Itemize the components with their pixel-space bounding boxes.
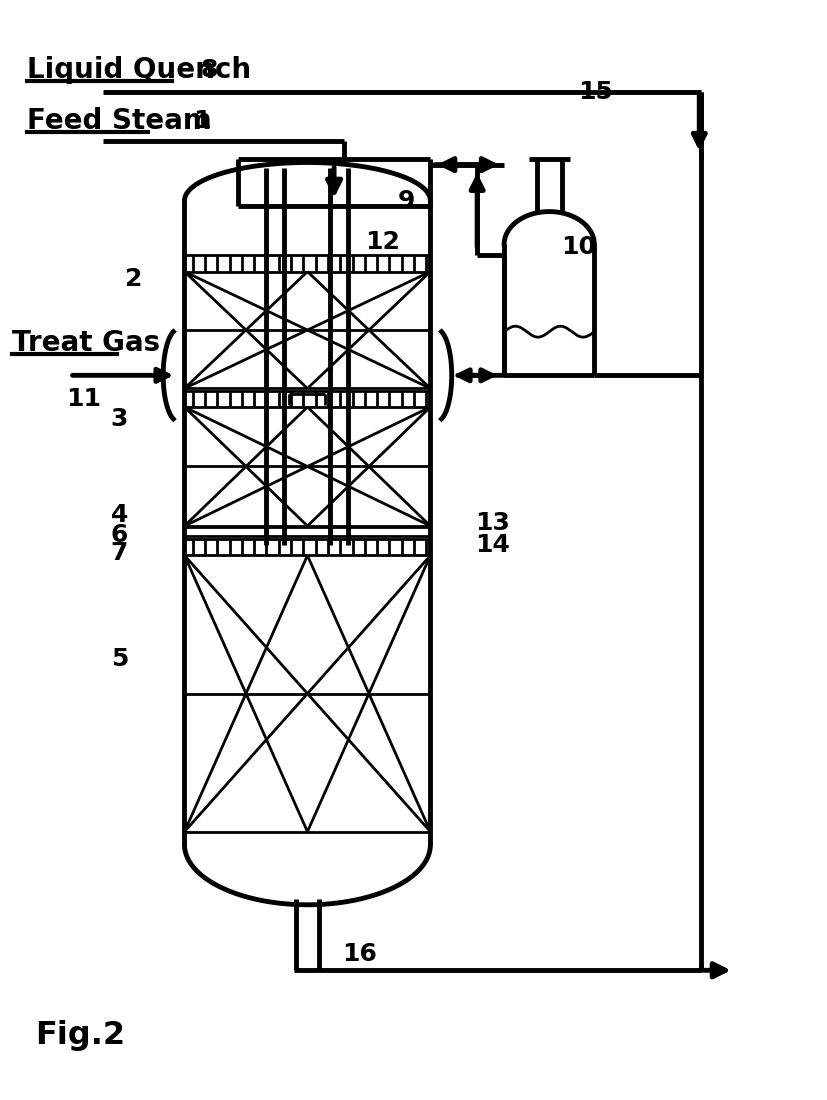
Text: 16: 16 — [342, 942, 376, 966]
Text: Fig.2: Fig.2 — [36, 1021, 125, 1052]
Text: Treat Gas: Treat Gas — [12, 329, 160, 356]
Text: 1: 1 — [193, 109, 210, 133]
Text: 2: 2 — [126, 267, 143, 292]
Text: Feed Steam: Feed Steam — [27, 107, 212, 135]
Text: 9: 9 — [397, 189, 414, 212]
Text: 4: 4 — [111, 503, 128, 527]
Text: 3: 3 — [111, 407, 128, 431]
Text: 5: 5 — [111, 647, 128, 671]
Text: 14: 14 — [475, 532, 509, 557]
Text: 8: 8 — [201, 57, 218, 81]
Text: 13: 13 — [475, 510, 509, 535]
Text: 12: 12 — [365, 230, 399, 254]
Text: 7: 7 — [111, 541, 128, 565]
Text: 11: 11 — [65, 387, 101, 411]
Text: 6: 6 — [111, 522, 128, 547]
Text: 10: 10 — [561, 234, 595, 258]
Text: 15: 15 — [577, 79, 612, 103]
Text: Liquid Quench: Liquid Quench — [27, 56, 251, 84]
